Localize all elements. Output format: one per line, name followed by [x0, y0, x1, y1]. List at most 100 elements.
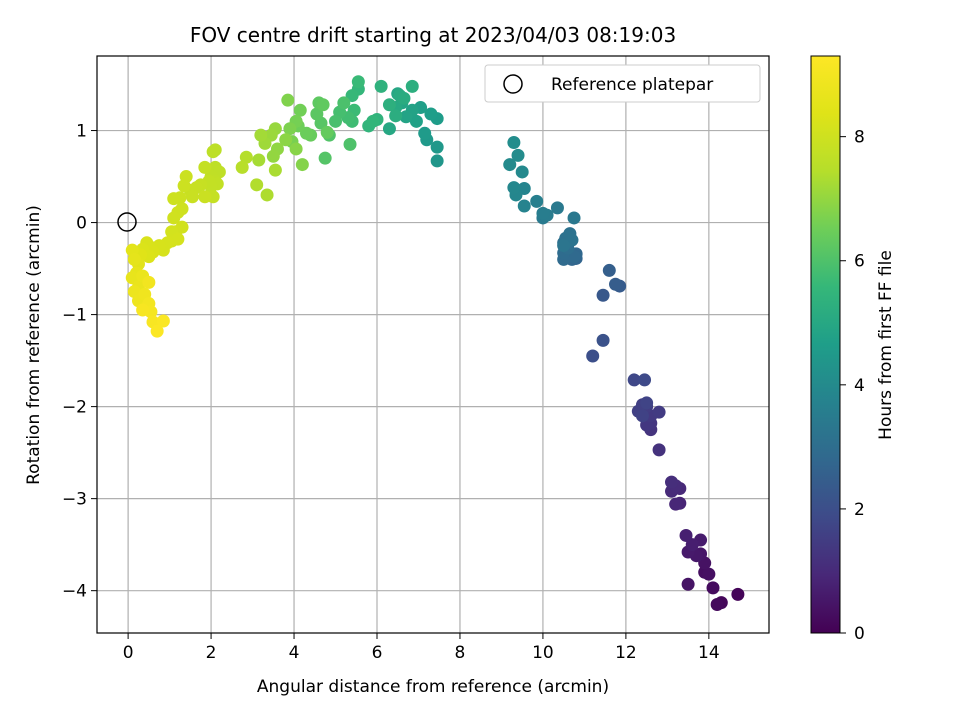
data-point	[702, 567, 716, 581]
colorbar-tick-label: 8	[854, 128, 865, 148]
data-point	[156, 314, 170, 328]
legend-box	[484, 64, 761, 103]
data-point	[293, 103, 307, 117]
legend-label: Reference platepar	[551, 75, 713, 95]
x-axis-ticks: 0 2 4 6 8 10 12 14	[123, 633, 720, 663]
data-point	[627, 373, 641, 387]
data-point	[382, 122, 396, 136]
y-tick-label: −2	[62, 398, 87, 418]
data-point	[206, 145, 220, 159]
data-point	[343, 137, 357, 151]
data-point	[557, 239, 571, 253]
data-point	[430, 140, 444, 154]
data-points	[125, 75, 745, 611]
data-point	[252, 153, 266, 167]
data-point	[198, 160, 212, 174]
data-point	[177, 179, 191, 193]
data-point	[235, 160, 249, 174]
y-tick-label: 1	[76, 122, 87, 142]
x-tick-label: 6	[372, 643, 383, 663]
y-axis-label: Rotation from reference (arcmin)	[24, 205, 44, 485]
data-point	[136, 303, 150, 317]
x-tick-label: 8	[455, 643, 466, 663]
data-point	[665, 475, 679, 489]
data-point	[250, 178, 264, 192]
data-point	[706, 581, 720, 595]
data-point	[640, 396, 654, 410]
data-point	[366, 114, 380, 128]
data-point	[167, 211, 181, 225]
data-point	[345, 89, 359, 103]
data-point	[260, 188, 274, 202]
data-point	[316, 98, 330, 112]
data-point	[310, 107, 324, 121]
colorbar-tick-label: 0	[854, 624, 865, 644]
data-point	[351, 75, 365, 89]
chart-title: FOV centre drift starting at 2023/04/03 …	[190, 23, 676, 47]
data-point	[127, 252, 141, 266]
data-point	[679, 528, 693, 542]
colorbar-label: Hours from first FF file	[876, 250, 896, 440]
data-point	[299, 126, 313, 140]
data-point	[530, 194, 544, 208]
data-point	[638, 373, 652, 387]
x-tick-label: 12	[615, 643, 637, 663]
data-point	[567, 211, 581, 225]
data-point	[295, 158, 309, 172]
data-point	[536, 206, 550, 220]
data-point	[167, 192, 181, 206]
data-point	[503, 158, 517, 172]
data-point	[596, 333, 610, 347]
data-point	[279, 133, 293, 147]
data-point	[142, 275, 156, 289]
y-axis-ticks: −4 −3 −2 −1 0 1	[62, 122, 97, 602]
legend: Reference platepar	[484, 64, 761, 103]
data-point	[399, 110, 413, 124]
data-point	[669, 497, 683, 511]
data-point	[318, 151, 332, 165]
data-point	[382, 98, 396, 112]
data-point	[596, 288, 610, 302]
colorbar-tick-label: 2	[854, 500, 865, 520]
x-tick-label: 2	[206, 643, 217, 663]
data-point	[171, 232, 185, 246]
data-point	[652, 405, 666, 419]
x-tick-label: 14	[698, 643, 720, 663]
data-point	[337, 96, 351, 110]
data-point	[281, 93, 295, 107]
data-point	[150, 324, 164, 338]
data-point	[397, 91, 411, 105]
data-point	[389, 109, 403, 123]
data-point	[550, 201, 564, 215]
data-point	[125, 271, 139, 285]
data-point	[405, 79, 419, 93]
legend-marker	[503, 74, 523, 94]
data-point	[198, 190, 212, 204]
data-point	[185, 190, 199, 204]
data-point	[320, 125, 334, 139]
x-tick-label: 4	[289, 643, 300, 663]
colorbar-ticks: 0 2 4 6 8	[840, 128, 865, 644]
data-point	[515, 165, 529, 179]
data-point	[409, 114, 423, 128]
colorbar-tick-label: 4	[854, 376, 865, 396]
data-point	[635, 409, 649, 423]
data-point	[268, 163, 282, 177]
data-point	[283, 122, 297, 136]
data-point	[418, 126, 432, 140]
data-point	[685, 538, 699, 552]
data-point	[289, 142, 303, 156]
data-point	[731, 587, 745, 601]
y-tick-label: −3	[62, 490, 87, 510]
data-point	[511, 148, 525, 162]
data-point	[507, 136, 521, 150]
data-point	[681, 577, 695, 591]
data-point	[586, 349, 600, 363]
data-point	[652, 443, 666, 457]
data-point	[424, 107, 438, 121]
data-point	[710, 597, 724, 611]
y-tick-label: 0	[76, 214, 87, 234]
data-point	[609, 277, 623, 291]
data-point	[266, 149, 280, 163]
